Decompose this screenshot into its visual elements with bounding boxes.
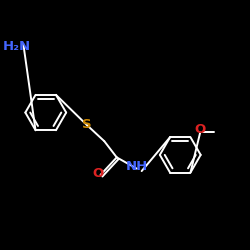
Text: O: O [194, 124, 206, 136]
Text: S: S [82, 118, 92, 132]
Text: O: O [92, 167, 103, 180]
Text: NH: NH [126, 160, 148, 172]
Text: H₂N: H₂N [3, 40, 31, 53]
